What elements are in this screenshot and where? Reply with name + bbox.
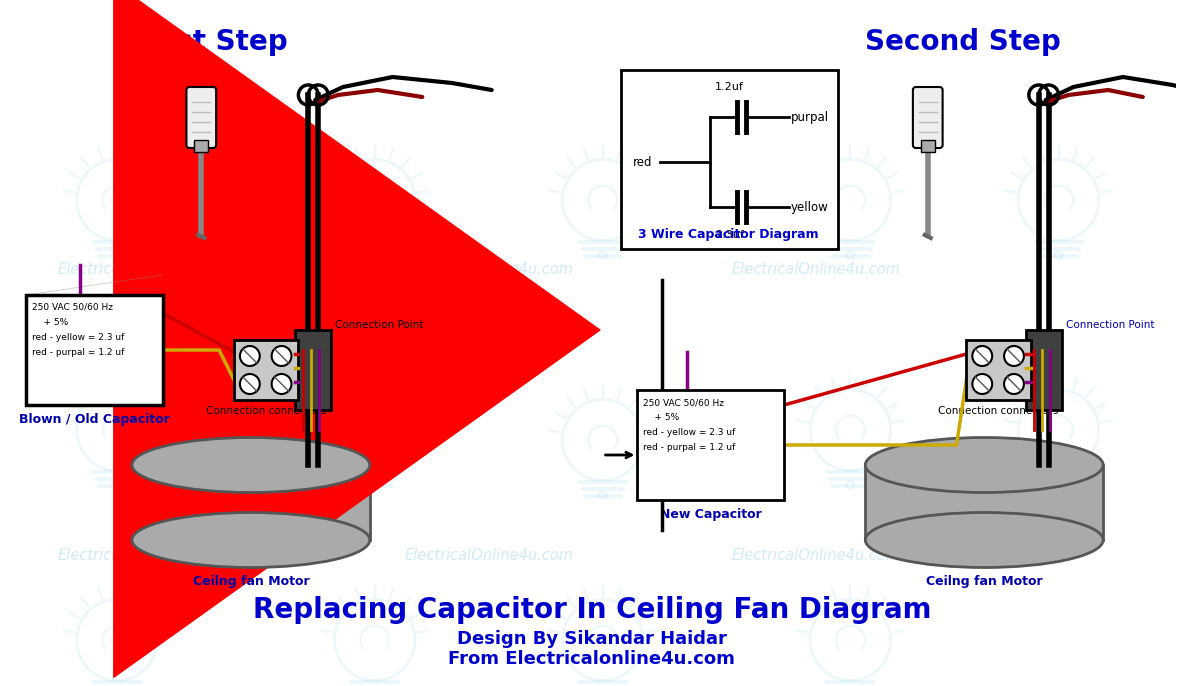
Text: ElectricalOnline4u.com: ElectricalOnline4u.com xyxy=(732,263,900,278)
Text: Replacing Capacitor In Ceiling Fan Diagram: Replacing Capacitor In Ceiling Fan Diagr… xyxy=(252,596,931,624)
FancyBboxPatch shape xyxy=(1026,330,1061,410)
Text: ElectricalOnline4u.com: ElectricalOnline4u.com xyxy=(58,547,226,563)
Text: Ceilng fan Motor: Ceilng fan Motor xyxy=(192,575,309,588)
FancyBboxPatch shape xyxy=(621,70,838,249)
Text: Connection Point: Connection Point xyxy=(1066,320,1154,330)
FancyBboxPatch shape xyxy=(921,140,934,152)
Ellipse shape xyxy=(132,438,370,493)
Text: 3 Wire Capacitor Diagram: 3 Wire Capacitor Diagram xyxy=(638,228,819,241)
FancyBboxPatch shape xyxy=(966,340,1031,400)
Circle shape xyxy=(972,374,992,394)
Text: Second Step: Second Step xyxy=(865,28,1060,56)
Text: Blown / Old Capacitor: Blown / Old Capacitor xyxy=(19,413,170,426)
Text: 250 VAC 50/60 Hz: 250 VAC 50/60 Hz xyxy=(32,303,113,312)
Text: Ceilng fan Motor: Ceilng fan Motor xyxy=(926,575,1043,588)
Text: From Electricalonline4u.com: From Electricalonline4u.com xyxy=(449,650,735,668)
Text: 1.2uf: 1.2uf xyxy=(715,82,744,92)
FancyBboxPatch shape xyxy=(637,390,785,500)
FancyBboxPatch shape xyxy=(26,295,163,405)
Ellipse shape xyxy=(866,438,1103,493)
Text: New Capacitor: New Capacitor xyxy=(660,508,761,521)
Text: red - purpal = 1.2 uf: red - purpal = 1.2 uf xyxy=(32,348,124,357)
Circle shape xyxy=(972,346,992,366)
FancyBboxPatch shape xyxy=(194,140,209,152)
FancyBboxPatch shape xyxy=(913,87,942,148)
Text: red - purpal = 1.2 uf: red - purpal = 1.2 uf xyxy=(643,443,736,452)
Text: red: red xyxy=(633,156,651,169)
FancyBboxPatch shape xyxy=(296,330,331,410)
Text: ElectricalOnline4u.com: ElectricalOnline4u.com xyxy=(732,547,900,563)
Circle shape xyxy=(240,374,260,394)
Text: 250 VAC 50/60 Hz: 250 VAC 50/60 Hz xyxy=(643,398,724,407)
Circle shape xyxy=(1004,346,1024,366)
Text: First Step: First Step xyxy=(134,28,287,56)
Ellipse shape xyxy=(132,512,370,567)
Text: + 5%: + 5% xyxy=(32,318,68,327)
Circle shape xyxy=(1004,374,1024,394)
Text: Connection connectors: Connection connectors xyxy=(205,406,326,416)
Circle shape xyxy=(272,346,291,366)
FancyBboxPatch shape xyxy=(866,465,1103,540)
Text: Design By Sikandar Haidar: Design By Sikandar Haidar xyxy=(457,630,727,648)
Text: yellow: yellow xyxy=(790,200,829,213)
FancyBboxPatch shape xyxy=(186,87,216,148)
FancyBboxPatch shape xyxy=(132,465,370,540)
FancyBboxPatch shape xyxy=(234,340,298,400)
Text: + 5%: + 5% xyxy=(643,413,680,422)
Text: Connection connectors: Connection connectors xyxy=(938,406,1058,416)
Circle shape xyxy=(240,346,260,366)
Circle shape xyxy=(272,374,291,394)
Text: Connection Point: Connection Point xyxy=(335,320,424,330)
Text: red - yellow = 2.3 uf: red - yellow = 2.3 uf xyxy=(643,428,736,437)
Text: ElectricalOnline4u.com: ElectricalOnline4u.com xyxy=(404,263,574,278)
Text: 2.3uf: 2.3uf xyxy=(715,230,744,240)
Text: ElectricalOnline4u.com: ElectricalOnline4u.com xyxy=(404,547,574,563)
Text: purpal: purpal xyxy=(790,110,829,123)
Ellipse shape xyxy=(866,512,1103,567)
Text: red - yellow = 2.3 uf: red - yellow = 2.3 uf xyxy=(32,333,124,342)
Text: ElectricalOnline4u.com: ElectricalOnline4u.com xyxy=(58,263,226,278)
